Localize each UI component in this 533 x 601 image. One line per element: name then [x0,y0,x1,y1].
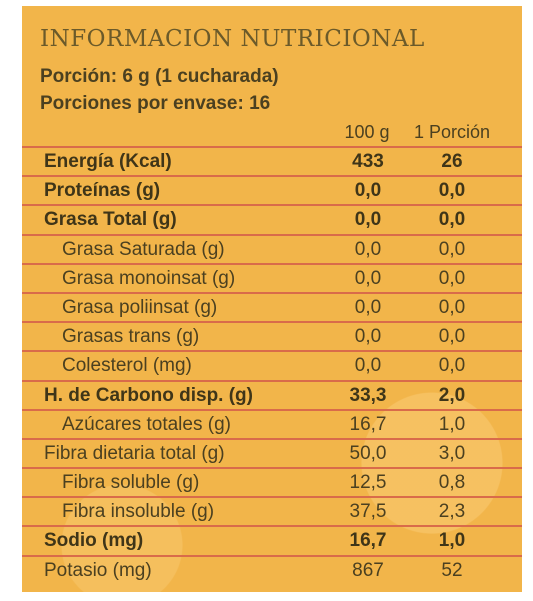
nutrition-row: Grasa monoinsat (g) 0,0 0,0 [22,263,522,292]
nutrient-label: Energía (Kcal) [44,151,172,173]
nutrition-row: Sodio (mg) 16,7 1,0 [22,525,522,554]
value-per-100g: 0,0 [332,355,404,377]
value-per-portion: 0,0 [417,326,487,348]
nutrient-label: Grasa monoinsat (g) [62,268,235,290]
nutrition-row: Energía (Kcal) 433 26 [22,146,522,175]
value-per-100g: 0,0 [332,297,404,319]
value-per-100g: 16,7 [332,530,404,552]
value-per-100g: 33,3 [332,385,404,407]
value-per-100g: 0,0 [332,326,404,348]
nutrient-label: Fibra dietaria total (g) [44,443,225,465]
nutrition-row: Potasio (mg) 867 52 [22,555,522,584]
value-per-100g: 433 [332,151,404,173]
nutrient-label: Proteínas (g) [44,180,160,202]
servings-per-package: Porciones por envase: 16 [40,93,270,115]
nutrition-table: Energía (Kcal) 433 26 Proteínas (g) 0,0 0,0 Gr… [22,146,522,584]
nutrient-label: Azúcares totales (g) [62,414,231,436]
nutrition-row: Grasa poliinsat (g) 0,0 0,0 [22,292,522,321]
nutrition-row: Proteínas (g) 0,0 0,0 [22,175,522,204]
nutrition-row: Grasa Saturada (g) 0,0 0,0 [22,234,522,263]
nutrition-row: H. de Carbono disp. (g) 33,3 2,0 [22,380,522,409]
value-per-100g: 50,0 [332,443,404,465]
value-per-portion: 3,0 [417,443,487,465]
value-per-portion: 1,0 [417,530,487,552]
value-per-100g: 0,0 [332,180,404,202]
serving-size: Porción: 6 g (1 cucharada) [40,66,279,88]
nutrient-label: Grasa poliinsat (g) [62,297,217,319]
value-per-100g: 0,0 [332,209,404,231]
nutrient-label: Grasas trans (g) [62,326,199,348]
nutrient-label: Grasa Saturada (g) [62,239,225,261]
nutrition-row: Colesterol (mg) 0,0 0,0 [22,350,522,379]
nutrient-label: H. de Carbono disp. (g) [44,385,253,407]
nutrition-row: Fibra insoluble (g) 37,5 2,3 [22,496,522,525]
nutrient-label: Colesterol (mg) [62,355,192,377]
nutrient-label: Sodio (mg) [44,530,143,552]
value-per-portion: 2,0 [417,385,487,407]
nutrient-label: Grasa Total (g) [44,209,177,231]
value-per-portion: 0,8 [417,472,487,494]
value-per-100g: 0,0 [332,239,404,261]
nutrient-label: Fibra soluble (g) [62,472,199,494]
nutrition-row: Azúcares totales (g) 16,7 1,0 [22,409,522,438]
column-header-portion: 1 Porción [402,122,502,143]
value-per-portion: 26 [417,151,487,173]
value-per-portion: 0,0 [417,355,487,377]
value-per-portion: 0,0 [417,180,487,202]
value-per-100g: 16,7 [332,414,404,436]
value-per-portion: 52 [417,560,487,582]
value-per-portion: 2,3 [417,501,487,523]
value-per-100g: 867 [332,560,404,582]
value-per-portion: 0,0 [417,239,487,261]
value-per-portion: 0,0 [417,209,487,231]
value-per-portion: 0,0 [417,297,487,319]
nutrition-row: Grasas trans (g) 0,0 0,0 [22,321,522,350]
nutrition-row: Fibra soluble (g) 12,5 0,8 [22,467,522,496]
value-per-100g: 0,0 [332,268,404,290]
value-per-100g: 12,5 [332,472,404,494]
value-per-portion: 1,0 [417,414,487,436]
nutrition-title: INFORMACION NUTRICIONAL [40,26,425,52]
nutrition-label-panel: INFORMACION NUTRICIONAL Porción: 6 g (1 … [22,6,522,592]
column-header-100g: 100 g [332,122,402,143]
nutrition-row: Fibra dietaria total (g) 50,0 3,0 [22,438,522,467]
value-per-portion: 0,0 [417,268,487,290]
nutrient-label: Potasio (mg) [44,560,152,582]
value-per-100g: 37,5 [332,501,404,523]
nutrition-row: Grasa Total (g) 0,0 0,0 [22,204,522,233]
nutrient-label: Fibra insoluble (g) [62,501,214,523]
